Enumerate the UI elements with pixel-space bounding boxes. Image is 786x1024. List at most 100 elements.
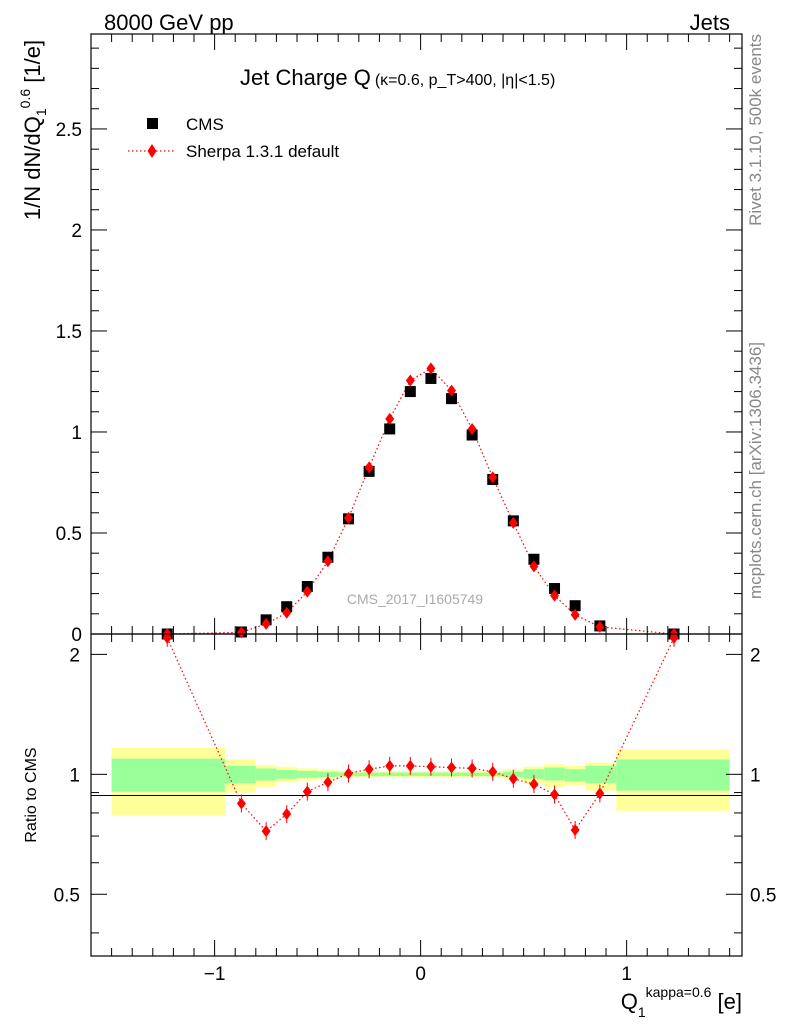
sherpa-ratio-point	[426, 760, 436, 773]
sherpa-ratio-point	[261, 825, 271, 838]
sherpa-point	[426, 362, 436, 375]
x-tick-labels: −1 0 1	[204, 964, 632, 985]
inner-band	[111, 758, 225, 792]
x-tick-label: 1	[621, 964, 632, 985]
sherpa-ratio-point	[529, 778, 539, 791]
sherpa-point	[282, 606, 292, 619]
sherpa-point	[302, 585, 312, 598]
ratio-plot-data	[162, 628, 679, 841]
sherpa-ratio-point	[162, 631, 172, 644]
x-axis-label: Q1kappa=0.6 [e]	[621, 984, 742, 1020]
legend-sherpa-marker	[147, 144, 157, 158]
sherpa-ratio-point	[447, 761, 457, 774]
sherpa-ratio-point	[550, 788, 560, 801]
ratio-uncertainty-bands	[111, 747, 730, 816]
mcplots-caption: mcplots.cern.ch [arXiv:1306.3436]	[746, 342, 765, 599]
sherpa-point	[570, 608, 580, 621]
y-tick-label: 2.5	[56, 120, 82, 141]
cms-point	[404, 386, 416, 398]
sherpa-ratio-point	[669, 631, 679, 644]
sherpa-ratio-point	[344, 767, 354, 780]
sherpa-ratio-line	[166, 637, 675, 833]
main-plot-ticks	[91, 34, 742, 635]
cms-point	[466, 429, 478, 441]
sherpa-point	[447, 384, 457, 397]
ratio-plot-ticks	[91, 634, 742, 956]
inner-band	[564, 769, 586, 782]
sherpa-point	[595, 620, 605, 633]
y-tick-label-right: 1	[750, 765, 761, 786]
inner-band	[585, 765, 617, 784]
sherpa-ratio-point	[385, 759, 395, 772]
inner-band	[544, 767, 565, 781]
y-tick-label: 1	[71, 423, 82, 444]
y-tick-label: 0.5	[56, 524, 82, 545]
x-tick-label: −1	[204, 964, 226, 985]
sherpa-ratio-point	[302, 785, 312, 798]
inner-band	[276, 770, 298, 779]
plot-title-sub: (κ=0.6, p_T>400, |η|<1.5)	[375, 72, 555, 89]
plot-title-main: Jet Charge Q	[240, 65, 371, 90]
y-tick-label: 2	[69, 645, 80, 666]
sherpa-ratio-point	[570, 823, 580, 836]
main-plot-y-tick-labels: 0 0.5 1 1.5 2 2.5	[56, 120, 82, 646]
plot-title: Jet Charge Q (κ=0.6, p_T>400, |η|<1.5)	[240, 65, 555, 90]
sherpa-point	[467, 422, 477, 435]
inner-band	[224, 765, 256, 784]
rivet-caption: Rivet 3.1.10, 500k events	[746, 34, 765, 226]
sherpa-point	[323, 555, 333, 568]
cms-point	[528, 553, 540, 565]
main-plot-panel: 0 0.5 1 1.5 2 2.5 Jet Charge Q (κ=0.6, p_T>400…	[17, 33, 743, 646]
legend-sherpa-label: Sherpa 1.3.1 default	[186, 142, 339, 161]
sherpa-point	[364, 461, 374, 474]
sherpa-point	[385, 412, 395, 425]
sherpa-ratio-point	[467, 762, 477, 775]
main-plot-data	[161, 362, 680, 640]
sherpa-point	[344, 511, 354, 524]
inner-band	[616, 759, 730, 791]
cms-point	[384, 423, 396, 435]
ratio-y-axis-label: Ratio to CMS	[23, 747, 40, 842]
header-left: 8000 GeV pp	[104, 10, 234, 35]
legend-cms-marker	[147, 118, 158, 129]
ratio-plot-frame	[90, 633, 743, 957]
sherpa-ratio-point	[488, 765, 498, 778]
sherpa-ratio-point	[595, 787, 605, 800]
legend: CMS Sherpa 1.3.1 default	[128, 115, 339, 161]
main-y-axis-label: 1/N dN/dQ10.6 [1/e]	[17, 40, 49, 220]
legend-cms-label: CMS	[186, 115, 224, 134]
cms-point	[425, 372, 437, 384]
y-tick-label: 0	[71, 625, 82, 646]
x-tick-label: 0	[415, 964, 426, 985]
inner-band	[297, 770, 318, 778]
sherpa-point	[488, 471, 498, 484]
sherpa-point	[508, 516, 518, 529]
ratio-plot-panel: 0.5 0.5 1 1 2 2 −1 0 1 Ratio to CMS Q1kappa=0.6…	[23, 628, 777, 1020]
ratio-plot-y-tick-labels: 0.5 0.5 1 1 2 2	[54, 645, 777, 906]
sherpa-point	[550, 589, 560, 602]
cms-point	[549, 583, 561, 595]
header-right: Jets	[690, 10, 730, 35]
analysis-watermark: CMS_2017_I1605749	[347, 591, 483, 607]
cms-point	[446, 393, 458, 405]
cms-point	[281, 601, 293, 613]
sherpa-ratio-point	[323, 776, 333, 789]
sherpa-ratio-point	[508, 772, 518, 785]
inner-band	[523, 769, 545, 779]
sherpa-point	[236, 626, 246, 639]
sherpa-point	[529, 560, 539, 573]
y-tick-label: 1.5	[56, 322, 82, 343]
cms-point	[569, 600, 581, 612]
y-tick-label: 2	[71, 221, 82, 242]
sherpa-point	[405, 374, 415, 387]
y-tick-label: 1	[69, 765, 80, 786]
sherpa-point	[261, 617, 271, 630]
sherpa-ratio-point	[282, 808, 292, 821]
sherpa-ratio-point	[236, 797, 246, 810]
sherpa-ratio-point	[364, 763, 374, 776]
y-tick-label-right: 0.5	[750, 885, 776, 906]
y-tick-label-right: 2	[750, 645, 761, 666]
sherpa-ratio-point	[405, 759, 415, 772]
y-tick-label: 0.5	[54, 885, 80, 906]
